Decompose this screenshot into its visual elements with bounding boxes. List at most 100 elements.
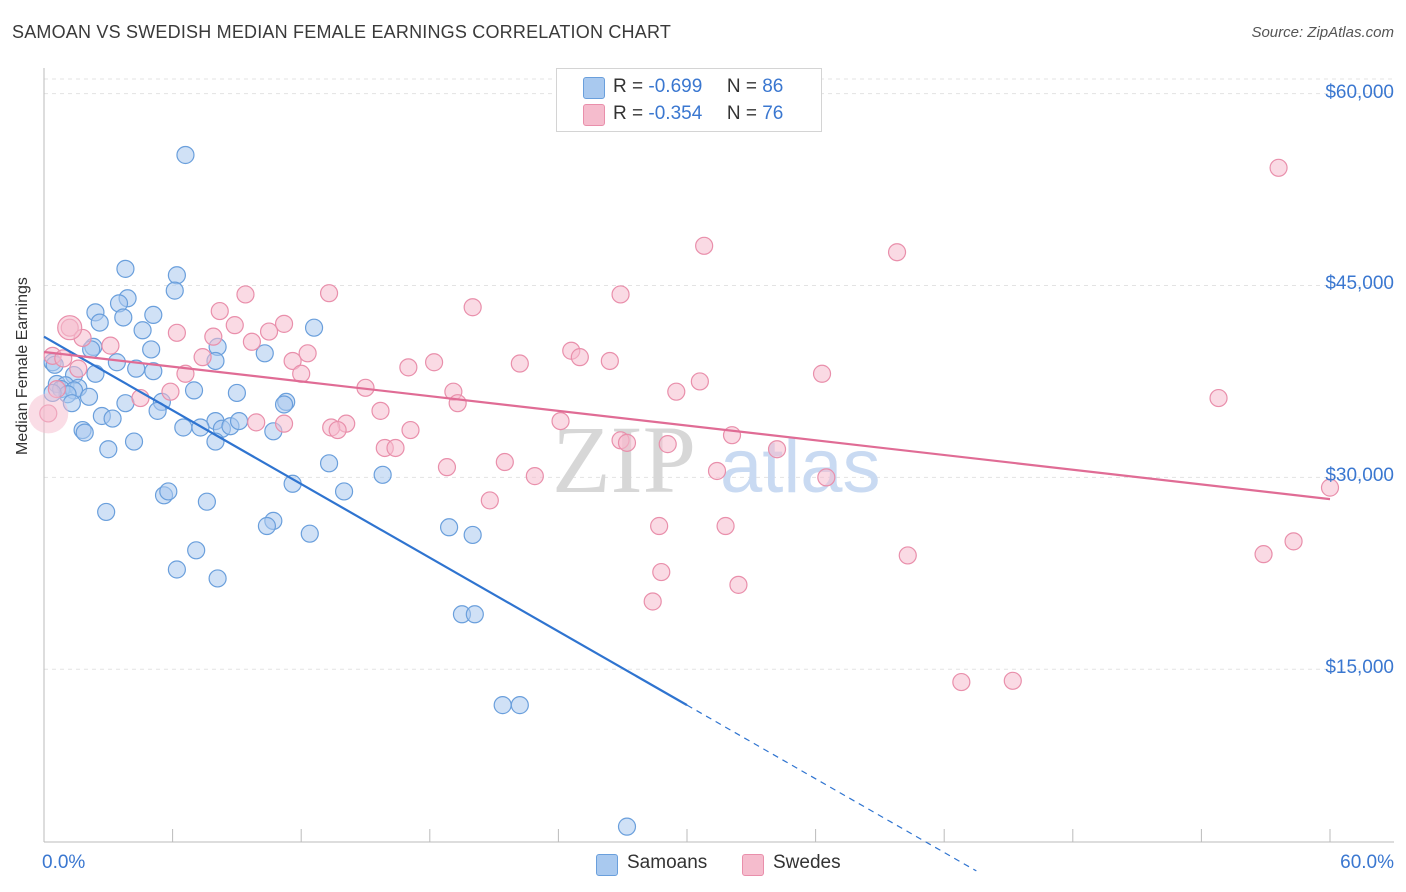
samoans-point xyxy=(274,395,294,414)
samoans-point xyxy=(90,313,109,332)
samoans-point xyxy=(114,308,133,327)
samoans-point xyxy=(255,344,274,363)
swedes-point-large xyxy=(57,315,83,341)
samoans-point xyxy=(334,482,354,501)
samoans-point xyxy=(176,145,195,165)
samoans-n-label: N = xyxy=(726,76,757,97)
swedes-point xyxy=(242,332,262,351)
swedes-point xyxy=(399,358,418,377)
swedes-r-value: -0.354 xyxy=(648,103,703,124)
samoans-point xyxy=(373,465,392,484)
swedes-trend-line xyxy=(43,350,1331,501)
samoans-point xyxy=(463,525,482,545)
samoans-n-value: 86 xyxy=(762,76,784,97)
swedes-point xyxy=(817,468,836,487)
watermark: ZIP atlas xyxy=(552,406,881,513)
swedes-point xyxy=(1254,545,1273,564)
samoans-point xyxy=(174,418,193,437)
swedes-point xyxy=(480,491,499,510)
legend-swedes[interactable]: Swedes xyxy=(742,852,841,876)
samoans-point xyxy=(304,318,324,337)
swedes-point xyxy=(898,546,917,565)
samoans-point xyxy=(159,482,178,501)
x-tick-min: 0.0% xyxy=(42,852,86,873)
y-tick-label: $60,000 xyxy=(1325,81,1394,103)
swedes-point xyxy=(952,672,971,692)
y-tick-label: $30,000 xyxy=(1325,465,1394,487)
samoans-point xyxy=(184,381,204,400)
swedes-point xyxy=(401,420,420,440)
swedes-point xyxy=(161,382,180,401)
swedes-point xyxy=(690,372,709,391)
swedes-point xyxy=(650,516,669,536)
legend-samoans-label: Samoans xyxy=(627,852,708,873)
swedes-point xyxy=(551,411,570,431)
watermark-zip: ZIP xyxy=(552,406,696,513)
swedes-point xyxy=(283,351,302,371)
swedes-point xyxy=(101,336,120,355)
swedes-point xyxy=(371,401,390,420)
swedes-n-value: 76 xyxy=(762,103,784,124)
samoans-point xyxy=(257,516,277,536)
samoans-point xyxy=(107,353,126,372)
swedes-point xyxy=(319,284,339,303)
samoans-point xyxy=(167,266,186,285)
swedes-stats: R = -0.354 N = 76 xyxy=(613,102,783,126)
swedes-point xyxy=(611,285,630,304)
swedes-point xyxy=(716,516,735,536)
samoans-point xyxy=(229,411,249,431)
chart-title: SAMOAN VS SWEDISH MEDIAN FEMALE EARNINGS… xyxy=(12,22,672,42)
samoans-point xyxy=(197,492,216,511)
swedes-point xyxy=(463,298,482,317)
swedes-point-large xyxy=(28,393,69,434)
swedes-point xyxy=(167,323,186,342)
swedes-point xyxy=(812,364,832,383)
samoans-point xyxy=(227,383,246,403)
samoans-point xyxy=(319,454,339,473)
swedes-point xyxy=(1320,478,1340,497)
swedes-point xyxy=(1209,388,1228,408)
legend-samoans-swatch xyxy=(596,854,618,876)
x-tick-max: 60.0% xyxy=(1340,852,1394,873)
swedes-points xyxy=(28,158,1340,692)
swedes-r-label: R = xyxy=(613,103,644,124)
swedes-point xyxy=(695,236,714,255)
swedes-point xyxy=(1284,532,1303,551)
swedes-point xyxy=(424,353,444,372)
samoans-point xyxy=(75,423,94,442)
swedes-point xyxy=(448,394,467,413)
swedes-swatch xyxy=(583,104,605,126)
swedes-point xyxy=(69,359,88,378)
swedes-point xyxy=(193,348,212,367)
samoans-point xyxy=(144,362,163,381)
stats-legend: R = -0.699 N = 86 R = -0.354 N = 76 xyxy=(556,68,822,132)
swedes-point xyxy=(707,461,727,481)
swedes-point xyxy=(600,351,619,371)
swedes-point xyxy=(643,592,662,611)
samoans-point xyxy=(300,524,319,543)
legend-samoans[interactable]: Samoans xyxy=(596,852,708,876)
swedes-point xyxy=(887,243,907,262)
swedes-point xyxy=(652,562,671,582)
swedes-point xyxy=(729,575,748,594)
samoans-point xyxy=(116,259,135,278)
samoans-point xyxy=(144,305,163,325)
samoans-point xyxy=(97,502,116,522)
swedes-point xyxy=(1003,671,1022,690)
samoans-point xyxy=(208,569,227,588)
samoans-point xyxy=(165,281,184,300)
samoans-point xyxy=(133,321,152,340)
swedes-point xyxy=(386,438,405,458)
swedes-point xyxy=(510,354,529,373)
swedes-point xyxy=(437,458,457,477)
swedes-point xyxy=(767,440,787,459)
swedes-point xyxy=(1269,158,1288,177)
swedes-point xyxy=(210,301,229,321)
swedes-point xyxy=(658,435,677,454)
samoans-r-value: -0.699 xyxy=(648,76,703,97)
samoans-point xyxy=(617,817,637,836)
samoans-point xyxy=(493,696,512,715)
swedes-point xyxy=(328,420,347,440)
watermark-atlas: atlas xyxy=(720,424,881,509)
